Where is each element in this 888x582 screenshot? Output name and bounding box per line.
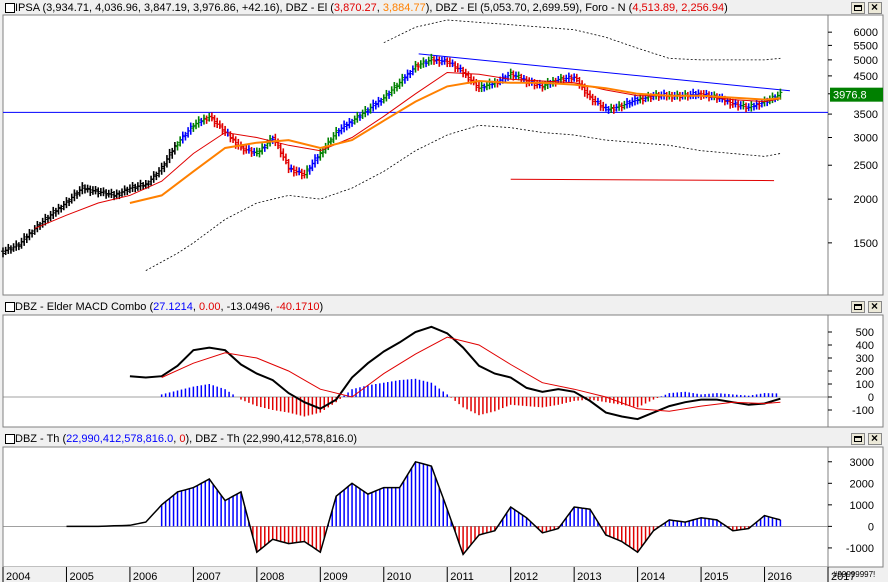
macd-pane: DBZ - Elder MACD Combo (27.1214, 0.00, -… <box>0 299 888 429</box>
target-line <box>510 178 775 182</box>
price-chart[interactable]: 1500200025003000350040004500500055006000… <box>0 0 888 297</box>
x-tick-label: 2013 <box>577 571 601 582</box>
pane-menu-icon[interactable] <box>5 302 15 312</box>
x-tick-label: 2016 <box>768 571 792 582</box>
y-tick-label: 3000 <box>854 133 878 145</box>
y-tick-label: 0 <box>868 521 874 533</box>
last-value-label: 3976.8 <box>833 90 867 102</box>
close-pane-button[interactable] <box>868 0 882 14</box>
pane-menu-icon[interactable] <box>5 434 15 444</box>
y-tick-label: 1000 <box>850 500 874 512</box>
legend-part: DBZ - El ( <box>285 2 334 14</box>
th-line <box>66 460 781 556</box>
y-tick-label: 400 <box>856 340 874 352</box>
legend-part: ) <box>319 301 324 313</box>
trend-line <box>418 53 790 92</box>
y-axis-area <box>827 446 884 568</box>
legend-part: IPSA (3,934.71, 4,036.96, 3,847.19, 3,97… <box>15 2 286 14</box>
x-tick-label: 2008 <box>260 571 284 582</box>
legend-part: DBZ - Elder MACD Combo ( <box>15 301 154 313</box>
x-tick-label: 2010 <box>387 571 411 582</box>
price-legend-text: IPSA (3,934.71, 4,036.96, 3,847.19, 3,97… <box>15 2 728 14</box>
y-tick-label: 3000 <box>850 457 874 469</box>
legend-part: DBZ - Th ( <box>15 433 67 445</box>
th-pane: DBZ - Th (22,990,412,578,816.0, 0), DBZ … <box>0 431 888 582</box>
y-tick-label: 0 <box>868 392 874 404</box>
y-axis-area <box>827 314 884 428</box>
macd-line <box>129 325 781 421</box>
legend-part: , <box>192 301 200 313</box>
y-tick-label: 200 <box>856 366 874 378</box>
x-tick-label: 2007 <box>196 571 220 582</box>
y-tick-label: 4500 <box>854 71 878 83</box>
y-tick-label: 5500 <box>854 40 878 52</box>
legend-part: 22,990,412,578,816.0 <box>66 433 174 445</box>
x-tick-label: 2017 <box>831 571 855 582</box>
legend-part: ) <box>724 2 728 14</box>
x-axis <box>3 567 828 582</box>
x-tick-label: 2014 <box>641 571 665 582</box>
price-pane: IPSA (3,934.71, 4,036.96, 3,847.19, 3,97… <box>0 0 888 297</box>
last-value-badge <box>830 87 883 102</box>
x-tick-label: 2011 <box>450 571 474 582</box>
legend-part: ), DBZ - Th (22,990,412,578,816.0) <box>185 433 358 445</box>
legend-part: , <box>376 2 383 14</box>
y-tick-label: 6000 <box>854 27 878 39</box>
macd-legend: DBZ - Elder MACD Combo (27.1214, 0.00, -… <box>5 301 323 313</box>
macd-legend-text: DBZ - Elder MACD Combo (27.1214, 0.00, -… <box>15 301 323 313</box>
th-legend-text: DBZ - Th (22,990,412,578,816.0, 0), DBZ … <box>15 433 357 445</box>
plot-area <box>2 14 829 296</box>
x-tick-label: 2005 <box>69 571 93 582</box>
x-tick-label: 2004 <box>6 571 30 582</box>
x-tick-label: 2012 <box>514 571 538 582</box>
y-tick-label: -100 <box>852 405 874 417</box>
y-axis-area <box>827 14 884 296</box>
legend-part: 0.00 <box>199 301 221 313</box>
y-tick-label: 1500 <box>854 238 878 250</box>
legend-part: -40.1710 <box>276 301 320 313</box>
th-chart[interactable]: -1000 0 1000 2000 3000 #99999997! 2004 2005 2006… <box>0 431 888 582</box>
x-tick-label: 2015 <box>704 571 728 582</box>
legend-part: 3,870.27 <box>333 2 377 14</box>
y-tick-label: 300 <box>856 353 874 365</box>
y-tick-label: 2500 <box>854 160 878 172</box>
band-line <box>145 124 781 271</box>
legend-part: 27.1214 <box>153 301 193 313</box>
y-tick-label: 2000 <box>850 478 874 490</box>
y-tick-label: 5000 <box>854 55 878 67</box>
band-line <box>383 19 781 61</box>
moving-average <box>129 79 781 204</box>
y-tick-label: -1000 <box>846 543 874 555</box>
y-tick-label: 500 <box>856 327 874 339</box>
maximize-pane-button[interactable] <box>851 301 865 313</box>
y-tick-label: 3500 <box>854 109 878 121</box>
macd-line <box>161 336 781 412</box>
close-pane-button[interactable] <box>868 299 882 313</box>
price-legend: IPSA (3,934.71, 4,036.96, 3,847.19, 3,97… <box>5 2 728 14</box>
close-pane-button[interactable] <box>868 431 882 445</box>
legend-part: 4,513.89, 2,256.94 <box>632 2 725 14</box>
legend-part: ), DBZ - El (5,053.70, 2,699.59), Foro -… <box>425 2 633 14</box>
maximize-pane-button[interactable] <box>851 433 865 445</box>
y-tick-label: 2000 <box>854 194 878 206</box>
th-legend: DBZ - Th (22,990,412,578,816.0, 0), DBZ … <box>5 433 357 445</box>
legend-part: , <box>173 433 180 445</box>
legend-part: 3,884.77 <box>382 2 426 14</box>
legend-part: 0 <box>179 433 186 445</box>
overflow-label: #99999997! <box>833 570 875 579</box>
x-tick-label: 2006 <box>133 571 157 582</box>
maximize-pane-button[interactable] <box>851 2 865 14</box>
legend-part: , -13.0496, <box>220 301 277 313</box>
pane-menu-icon[interactable] <box>5 3 15 13</box>
y-tick-label: 100 <box>856 379 874 391</box>
x-tick-label: 2009 <box>323 571 347 582</box>
